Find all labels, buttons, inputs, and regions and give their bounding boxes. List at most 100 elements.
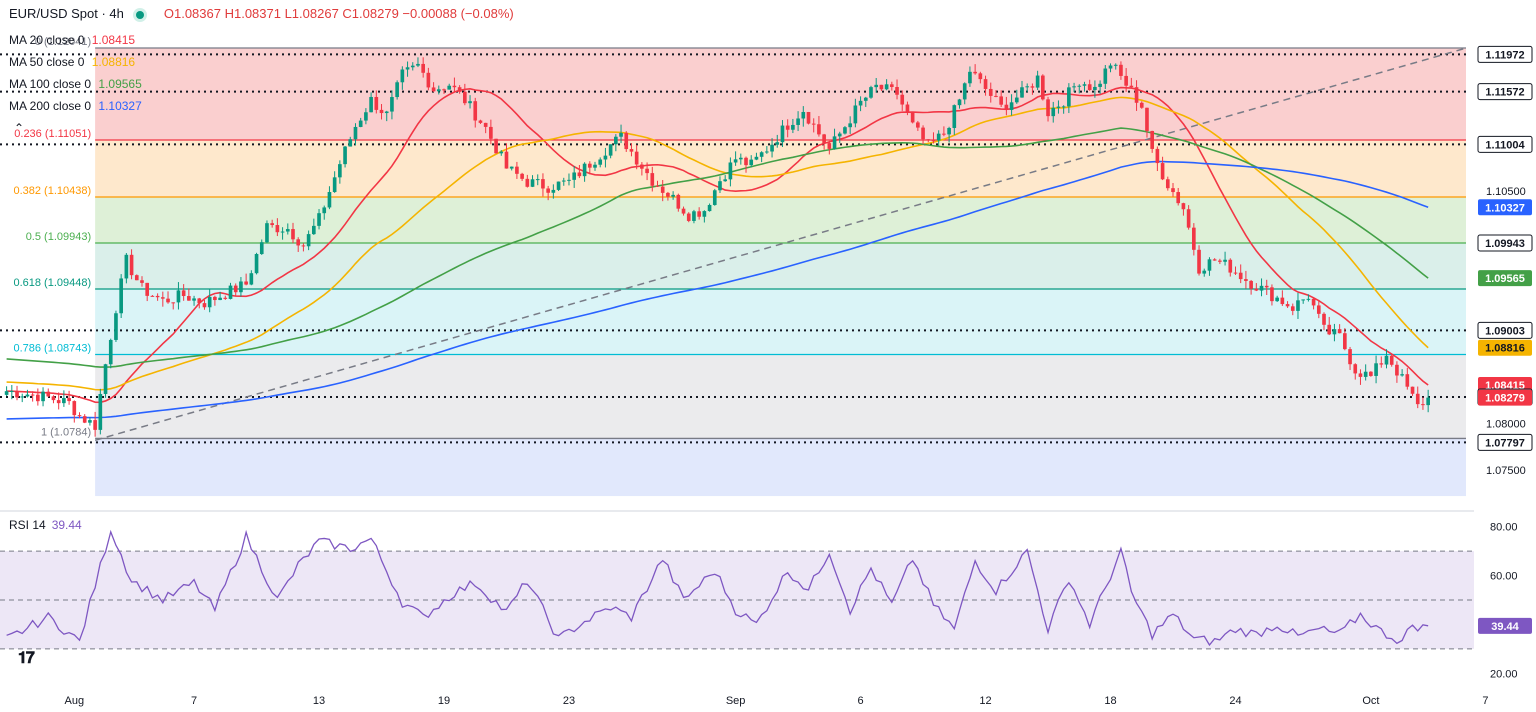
symbol-header[interactable]: EUR/USD Spot · 4h O1.08367 H1.08371 L1.08…: [9, 6, 514, 21]
candle-body: [936, 133, 941, 141]
candle-body: [515, 166, 519, 174]
candle-body: [213, 296, 217, 301]
ma-legend-value: 1.08415: [88, 33, 136, 47]
time-tick-label: Oct: [1362, 695, 1379, 707]
fib-zone: [95, 140, 1466, 197]
candle-body: [228, 285, 233, 299]
candle-body: [874, 84, 879, 88]
candle-body: [905, 104, 910, 113]
candle-body: [853, 105, 858, 124]
price-badge-label: 1.08816: [1485, 343, 1525, 355]
candle-body: [62, 398, 66, 404]
candle-body: [192, 298, 196, 301]
candle-body: [134, 275, 139, 281]
fib-label: 1 (1.0784): [41, 426, 91, 438]
candle-body: [223, 297, 228, 299]
candle-body: [1160, 163, 1165, 180]
candle-body: [249, 273, 254, 285]
candle-body: [1192, 227, 1196, 250]
candle-body: [676, 194, 681, 209]
ma-legend-row[interactable]: MA 50 close 0 1.08816: [9, 55, 135, 69]
candle-body: [770, 144, 774, 152]
candle-body: [593, 164, 597, 168]
candle-body: [468, 101, 472, 104]
candle-body: [582, 163, 587, 177]
candle-body: [926, 139, 931, 141]
candle-body: [530, 179, 535, 187]
candle-body: [791, 124, 795, 130]
candle-body: [947, 127, 951, 135]
candle-body: [546, 188, 550, 193]
candle-body: [640, 164, 644, 169]
time-tick-label: Sep: [726, 695, 746, 707]
candle-body: [535, 179, 540, 181]
price-badge: [1477, 433, 1533, 451]
ma-legend-label: MA 50 close 0: [9, 55, 85, 69]
ma-legend-row[interactable]: MA 100 close 0 1.09565: [9, 77, 142, 91]
price-badge-label: 1.09565: [1485, 273, 1525, 285]
candle-body: [1108, 65, 1113, 69]
rsi-legend-value: 39.44: [51, 518, 82, 532]
candle-body: [452, 85, 457, 88]
candle-body: [1353, 364, 1358, 374]
candle-body: [614, 136, 618, 145]
candle-body: [1202, 270, 1207, 274]
candle-body: [239, 281, 243, 293]
ma-line: [6, 96, 1429, 391]
ohlc-readout: O1.08367 H1.08371 L1.08267 C1.08279 −0.0…: [163, 6, 514, 21]
fib-zone: [95, 242, 1466, 289]
candle-body: [233, 285, 238, 293]
ma-legend-row[interactable]: MA 200 close 0 1.10327: [9, 99, 142, 113]
candle-body: [1134, 87, 1139, 103]
candle-body: [1046, 99, 1050, 117]
candle-body: [994, 95, 998, 97]
candle-body: [749, 159, 754, 166]
ma-legend-row[interactable]: MA 20 close 0 1.08415: [9, 33, 135, 47]
collapse-legend-icon[interactable]: ⌃: [14, 121, 25, 135]
candle-body: [942, 133, 946, 135]
ma-legend-value: 1.08816: [88, 55, 136, 69]
fib-label: 0.236 (1.11051): [14, 128, 91, 140]
candle-body: [848, 123, 852, 128]
candle-body: [660, 186, 665, 193]
candle-body: [431, 87, 436, 92]
ascending-trendline: [94, 47, 1467, 442]
candle-body: [1223, 259, 1227, 262]
candle-body: [88, 420, 92, 423]
candle-body: [1186, 209, 1191, 228]
candle-body: [291, 229, 295, 240]
candle-body: [1384, 355, 1389, 365]
candle-body: [520, 173, 524, 179]
candle-body: [119, 278, 123, 314]
symbol-title[interactable]: EUR/USD Spot · 4h: [9, 6, 124, 21]
candle-body: [312, 225, 316, 235]
candle-body: [931, 140, 936, 142]
ma-legend-label: MA 20 close 0: [9, 33, 85, 47]
time-tick-label: 12: [979, 695, 991, 707]
rsi-legend[interactable]: RSI 14 39.44: [9, 518, 82, 532]
candle-body: [567, 179, 571, 181]
candle-body: [1327, 324, 1332, 335]
candle-body: [1343, 333, 1347, 350]
candle-body: [1171, 188, 1175, 193]
candle-body: [400, 69, 405, 83]
candle-body: [72, 401, 77, 416]
candle-body: [973, 71, 977, 74]
candle-body: [624, 132, 629, 150]
candle-body: [634, 151, 639, 165]
candle-body: [541, 179, 545, 189]
candle-body: [619, 132, 623, 137]
candle-body: [952, 105, 957, 128]
candle-body: [1129, 85, 1134, 88]
candle-body: [4, 391, 9, 395]
candle-body: [988, 88, 993, 96]
price-badge: [1478, 389, 1532, 406]
candle-body: [608, 144, 613, 156]
candle-body: [733, 159, 738, 163]
price-tick-label: 1.07500: [1486, 465, 1526, 477]
price-badge-label: 1.11972: [1485, 49, 1524, 61]
candle-body: [384, 111, 389, 114]
candle-body: [374, 96, 379, 110]
candle-body: [785, 125, 790, 130]
candle-body: [124, 254, 129, 279]
